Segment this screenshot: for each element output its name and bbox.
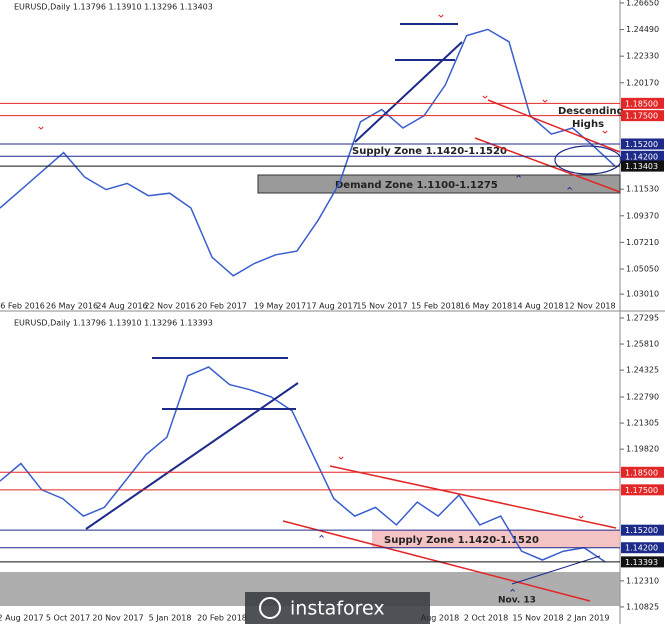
x-tick-label: 22 Aug 2017: [0, 614, 44, 623]
series-layer: [0, 28, 616, 563]
svg-text:⌃: ⌃: [508, 587, 517, 600]
y-tick-label: 1.03010: [626, 290, 659, 299]
y-tick-label: 1.24325: [626, 366, 659, 375]
x-tick-label: 24 Aug 2016: [96, 302, 147, 311]
svg-text:⌄: ⌄: [576, 508, 586, 522]
y-tick-label: 1.27295: [626, 313, 659, 322]
price-box: [621, 150, 664, 162]
supply-zone: [372, 530, 620, 548]
svg-text:⌄: ⌄: [600, 123, 610, 137]
y-tick-label: 1.22330: [626, 52, 659, 61]
price-box-label: 1.14200: [625, 152, 658, 161]
x-tick-label: 12 Nov 2018: [564, 302, 615, 311]
y-tick-label: 1.11530: [626, 185, 659, 194]
trendlines: [85, 357, 601, 585]
x-tick-label: 22 Nov 2016: [144, 302, 195, 311]
y-tick-label: 1.05050: [626, 264, 659, 273]
price-box-label: 1.13393: [625, 558, 658, 567]
price-box-label: 1.13403: [625, 162, 658, 171]
y-tick-label: 1.24490: [626, 25, 659, 34]
x-tick-label: 5 Oct 2017: [46, 614, 90, 623]
price-box: [621, 542, 664, 554]
x-tick-label: 19 May 2017: [254, 302, 306, 311]
price-box-label: 1.15200: [625, 526, 658, 535]
y-tick-label: 1.19820: [626, 445, 659, 454]
x-tick-label: 26 Feb 2016: [0, 302, 45, 311]
x-tick-label: 20 Feb 2017: [197, 302, 247, 311]
price-box-label: 1.17500: [625, 112, 658, 121]
y-tick-label: 1.22790: [626, 393, 659, 402]
x-tick-label: 20 Feb 2018: [197, 614, 247, 623]
price-box: [621, 524, 664, 536]
svg-text:⌄: ⌄: [540, 92, 550, 106]
y-tick-label: 1.25810: [626, 340, 659, 349]
x-tick-label: 15 Nov 2017: [356, 302, 407, 311]
price-box: [621, 160, 664, 172]
panel-title: EURUSD,Daily 1.13796 1.13910 1.13296 1.1…: [14, 3, 213, 12]
x-tick-label: 14 Aug 2018: [512, 302, 563, 311]
annotation: Supply Zone 1.1420-1.1520: [352, 146, 507, 157]
price-box-label: 1.17500: [625, 486, 658, 495]
price-box: [621, 556, 664, 568]
y-tick-label: 1.12310: [626, 576, 659, 585]
annotation: Demand Zone 1.1100-1.1275: [335, 180, 498, 191]
y-tick-label: 1.20170: [626, 78, 659, 87]
svg-text:⌃: ⌃: [565, 185, 574, 198]
x-tick-label: 15 Nov 2018: [512, 614, 563, 623]
annotation: Highs: [572, 119, 604, 130]
price-box: [621, 466, 664, 478]
price-box: [621, 138, 664, 150]
x-tick-label: 26 May 2016: [46, 302, 98, 311]
svg-text:⌄: ⌄: [36, 119, 46, 133]
svg-text:⌄: ⌄: [436, 7, 446, 21]
price-box: [621, 97, 664, 109]
channel-lines: [282, 99, 621, 602]
x-tick-label: Aug 2018: [421, 614, 460, 623]
y-tick-label: 1.26650: [626, 0, 659, 7]
price-line: [0, 366, 606, 563]
price-box-label: 1.18500: [625, 99, 658, 108]
x-tick-label: 15 Feb 2018: [411, 302, 461, 311]
price-box: [621, 484, 664, 496]
svg-text:⌄: ⌄: [480, 88, 490, 102]
annotation: Descending: [558, 106, 624, 117]
price-line: [0, 28, 616, 277]
svg-text:⌃: ⌃: [514, 173, 523, 186]
y-tick-label: 1.09370: [626, 211, 659, 220]
y-tick-label: 1.10825: [626, 602, 659, 611]
logo: instaforex: [290, 598, 385, 620]
panel-title: EURUSD,Daily 1.13796 1.13910 1.13296 1.1…: [14, 319, 213, 328]
x-tick-label: 20 Nov 2017: [92, 614, 143, 623]
annotation: Supply Zone 1.1420-1.1520: [384, 535, 539, 546]
price-box-label: 1.18500: [625, 468, 658, 477]
logo-icon: [259, 597, 281, 619]
svg-text:⌄: ⌄: [336, 449, 346, 463]
demand-zone: [257, 174, 621, 194]
x-tick-label: 2 Jan 2019: [567, 614, 610, 623]
price-box-label: 1.15200: [625, 140, 658, 149]
x-tick-label: 16 May 2018: [460, 302, 512, 311]
logo-bg: [245, 592, 430, 624]
price-box: [621, 110, 664, 122]
arrows: ⌄ ⌄ ⌄ ⌄ ⌄ ⌄ ⌄: [36, 7, 610, 522]
svg-text:⌃: ⌃: [317, 533, 326, 546]
up-arrows: ⌃ ⌃ ⌃ ⌃: [317, 173, 574, 600]
price-box-label: 1.14200: [625, 544, 658, 553]
x-tick-label: 2 Oct 2018: [464, 614, 508, 623]
x-tick-label: 5 Jan 2018: [149, 614, 192, 623]
y-tick-label: 1.21305: [626, 419, 659, 428]
y-tick-label: 1.07210: [626, 238, 659, 247]
x-tick-label: 17 Aug 2017: [306, 302, 357, 311]
annotation: Nov. 13: [498, 596, 536, 606]
